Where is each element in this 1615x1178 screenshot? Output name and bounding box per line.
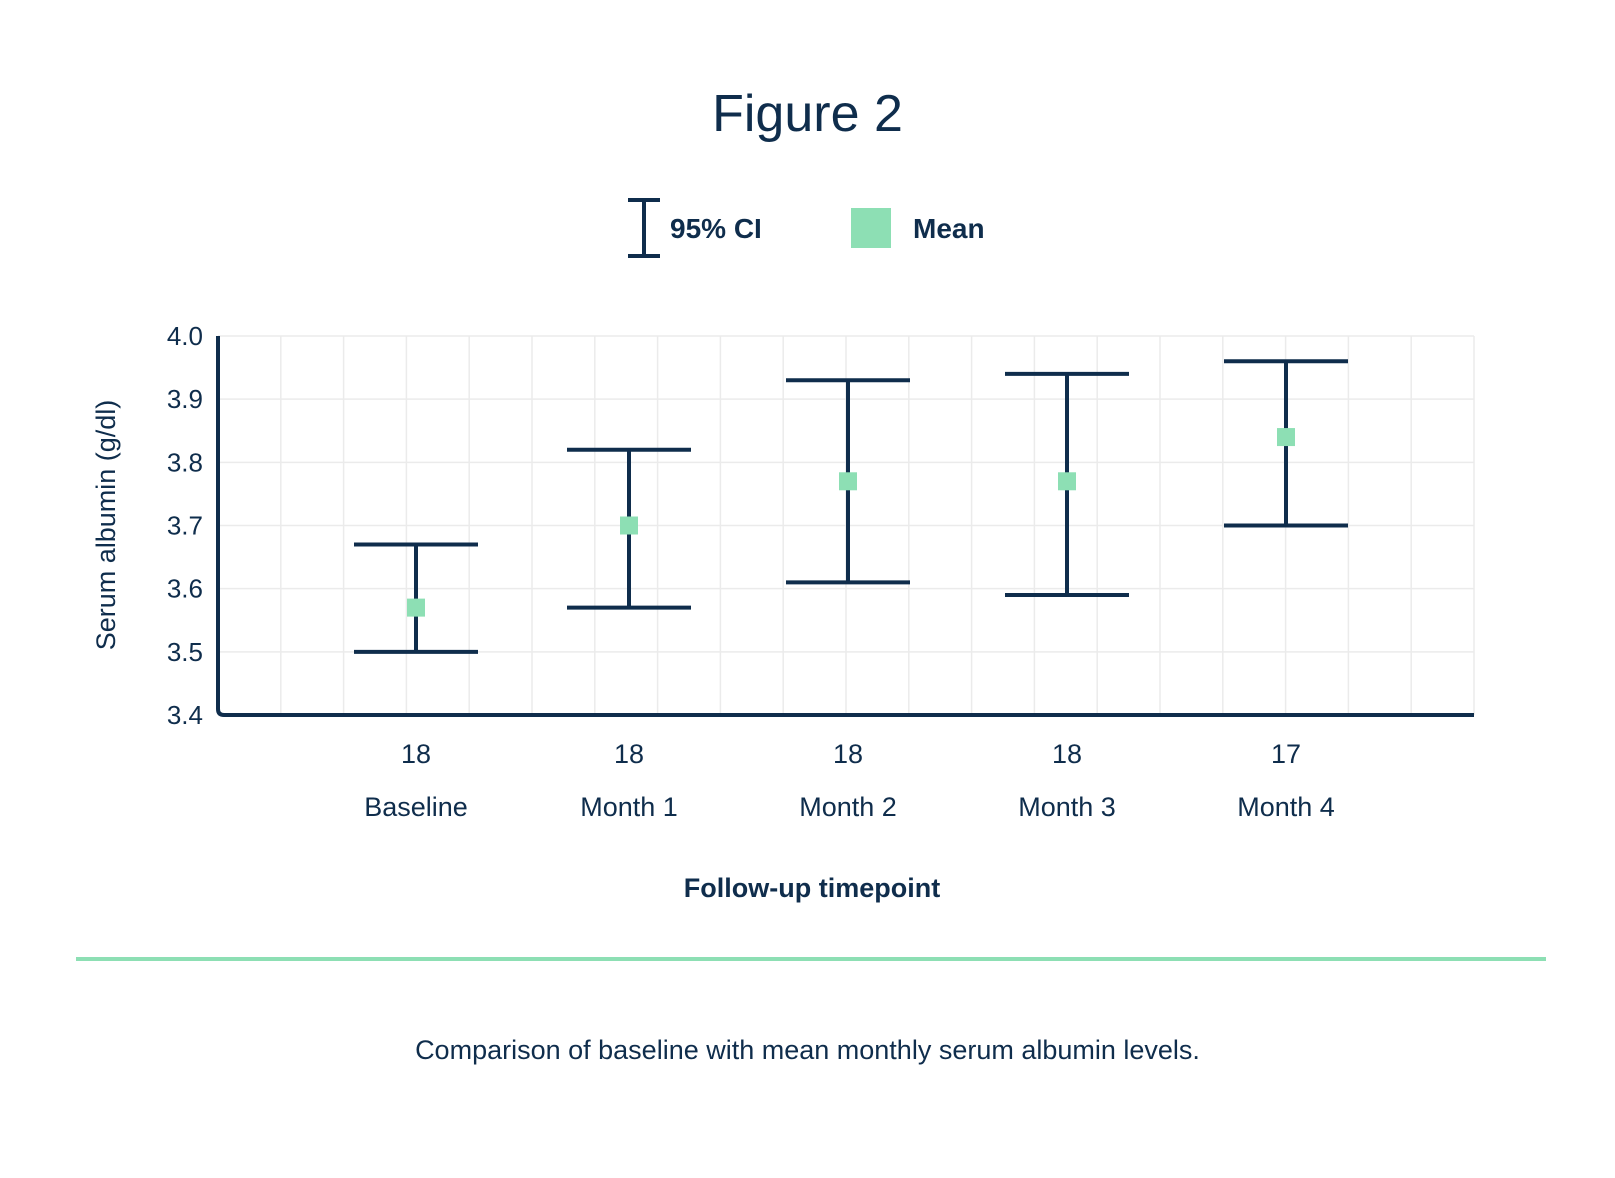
caption-divider	[76, 957, 1546, 961]
x-category-label: Month 4	[1237, 792, 1335, 822]
confidence-intervals	[354, 359, 1348, 654]
x-category-label: Month 3	[1018, 792, 1116, 822]
figure-caption: Comparison of baseline with mean monthly…	[415, 1035, 1200, 1065]
mean-marker	[407, 598, 425, 617]
mean-marker	[620, 516, 638, 535]
error-bar-chart: 3.4 3.5 3.6 3.7 3.8 3.9 4.0 18 Baseline 18 Month …	[91, 198, 1475, 903]
axis-lines	[216, 336, 1474, 717]
x-category-labels: 18 Baseline 18 Month 1 18 Month 2 18 Month 3 17 M…	[364, 739, 1335, 822]
x-n-label: 18	[833, 739, 863, 769]
mean-marker	[1277, 428, 1295, 447]
x-n-label: 18	[614, 739, 644, 769]
x-n-label: 18	[1052, 739, 1082, 769]
y-tick-label: 3.9	[167, 384, 203, 414]
figure-title: Figure 2	[712, 85, 903, 143]
x-n-label: 18	[401, 739, 431, 769]
y-tick-label: 3.8	[167, 447, 203, 477]
x-category-label: Baseline	[364, 792, 468, 822]
y-tick-labels: 3.4 3.5 3.6 3.7 3.8 3.9 4.0	[167, 321, 203, 730]
legend-ci-icon	[628, 198, 660, 258]
y-tick-label: 3.7	[167, 511, 203, 541]
y-axis-title: Serum albumin (g/dl)	[91, 400, 121, 651]
legend-mean-label: Mean	[913, 213, 985, 244]
axes	[216, 336, 1474, 717]
mean-markers	[407, 428, 1295, 617]
mean-marker	[839, 472, 857, 491]
ci-bar	[354, 542, 478, 654]
y-tick-label: 3.4	[167, 700, 203, 730]
x-category-label: Month 2	[799, 792, 897, 822]
y-tick-label: 4.0	[167, 321, 203, 351]
x-n-label: 17	[1271, 739, 1301, 769]
y-tick-label: 3.5	[167, 637, 203, 667]
x-category-label: Month 1	[580, 792, 678, 822]
x-axis-title: Follow-up timepoint	[684, 873, 940, 903]
mean-marker	[1058, 472, 1076, 491]
y-tick-label: 3.6	[167, 574, 203, 604]
legend-mean-swatch	[851, 208, 891, 248]
legend: 95% CI Mean	[628, 198, 985, 258]
legend-ci-label: 95% CI	[670, 213, 762, 244]
